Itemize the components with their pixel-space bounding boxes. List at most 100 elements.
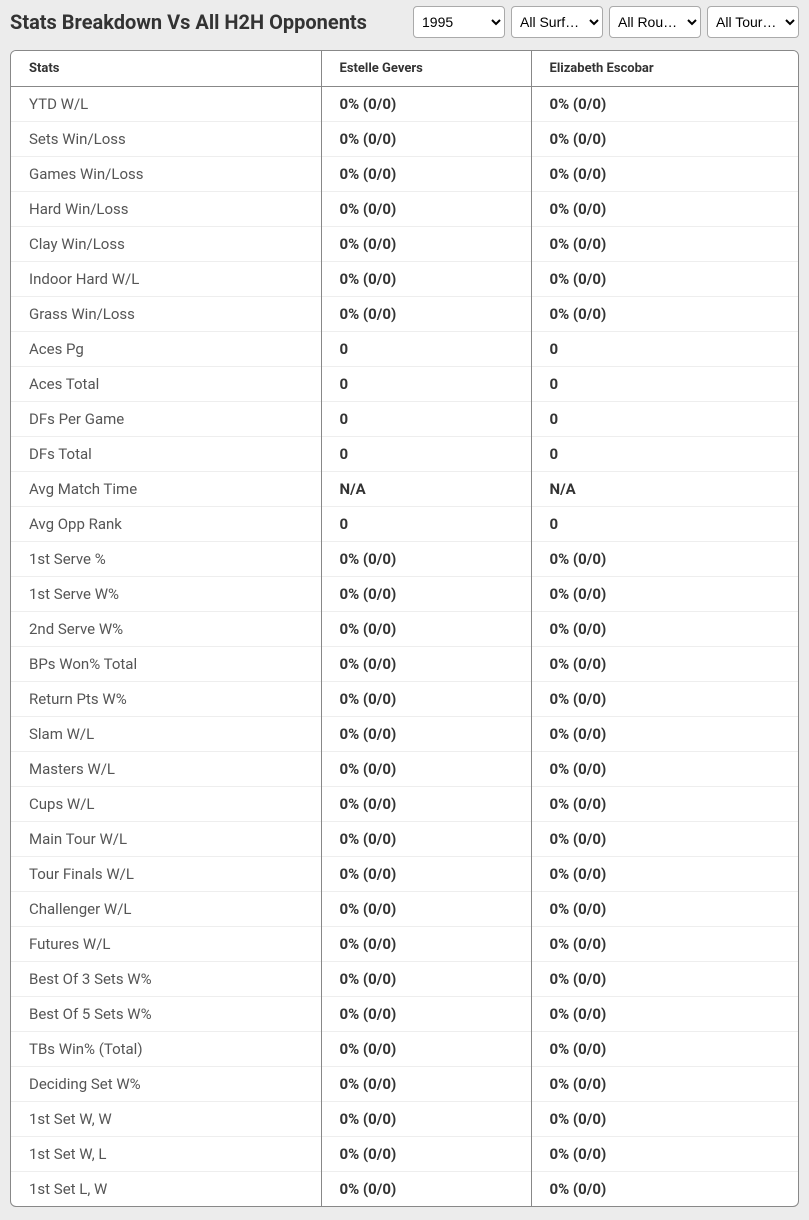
stat-value-player1: 0% (0/0) — [321, 717, 531, 752]
stat-value-player2: 0% (0/0) — [531, 927, 798, 962]
stat-value-player2: 0% (0/0) — [531, 1172, 798, 1207]
stat-label: BPs Won% Total — [11, 647, 321, 682]
stat-value-player2: 0% (0/0) — [531, 1137, 798, 1172]
stat-value-player2: 0% (0/0) — [531, 752, 798, 787]
table-row: Best Of 3 Sets W%0% (0/0)0% (0/0) — [11, 962, 798, 997]
table-row: 1st Set W, W0% (0/0)0% (0/0) — [11, 1102, 798, 1137]
page-title: Stats Breakdown Vs All H2H Opponents — [10, 10, 413, 34]
stat-value-player1: 0% (0/0) — [321, 752, 531, 787]
table-row: Return Pts W%0% (0/0)0% (0/0) — [11, 682, 798, 717]
surface-select[interactable]: All Surf… — [511, 6, 603, 38]
stat-label: Masters W/L — [11, 752, 321, 787]
stat-value-player2: 0% (0/0) — [531, 122, 798, 157]
stat-value-player2: 0% (0/0) — [531, 1032, 798, 1067]
stat-value-player1: 0% (0/0) — [321, 1137, 531, 1172]
stat-value-player2: 0% (0/0) — [531, 682, 798, 717]
stat-label: 1st Set W, L — [11, 1137, 321, 1172]
stat-value-player2: 0% (0/0) — [531, 822, 798, 857]
stat-label: DFs Per Game — [11, 402, 321, 437]
stat-value-player2: 0 — [531, 507, 798, 542]
header-bar: Stats Breakdown Vs All H2H Opponents 199… — [0, 0, 809, 44]
stat-value-player1: 0% (0/0) — [321, 192, 531, 227]
stat-value-player1: 0% (0/0) — [321, 227, 531, 262]
stat-label: Challenger W/L — [11, 892, 321, 927]
stat-label: Avg Match Time — [11, 472, 321, 507]
year-select[interactable]: 1995 — [413, 6, 505, 38]
table-row: Avg Match TimeN/AN/A — [11, 472, 798, 507]
stat-value-player2: 0% (0/0) — [531, 787, 798, 822]
col-header-player2: Elizabeth Escobar — [531, 51, 798, 87]
stat-value-player1: 0% (0/0) — [321, 1067, 531, 1102]
stat-label: Main Tour W/L — [11, 822, 321, 857]
stat-value-player1: 0% (0/0) — [321, 857, 531, 892]
stat-value-player1: 0 — [321, 332, 531, 367]
stat-label: TBs Win% (Total) — [11, 1032, 321, 1067]
table-row: BPs Won% Total0% (0/0)0% (0/0) — [11, 647, 798, 682]
stat-value-player1: 0% (0/0) — [321, 542, 531, 577]
stat-value-player1: 0% (0/0) — [321, 682, 531, 717]
stat-label: YTD W/L — [11, 87, 321, 122]
tour-select[interactable]: All Tour… — [707, 6, 799, 38]
filter-group: 1995 All Surf… All Rou… All Tour… — [413, 6, 799, 38]
stat-value-player1: 0% (0/0) — [321, 577, 531, 612]
stat-value-player2: 0% (0/0) — [531, 997, 798, 1032]
stat-label: 1st Serve W% — [11, 577, 321, 612]
table-row: Games Win/Loss0% (0/0)0% (0/0) — [11, 157, 798, 192]
stat-value-player1: 0% (0/0) — [321, 122, 531, 157]
stat-value-player1: 0 — [321, 507, 531, 542]
stat-label: Deciding Set W% — [11, 1067, 321, 1102]
stat-value-player1: 0% (0/0) — [321, 822, 531, 857]
stat-value-player1: N/A — [321, 472, 531, 507]
stat-value-player1: 0% (0/0) — [321, 157, 531, 192]
stats-table: Stats Estelle Gevers Elizabeth Escobar Y… — [11, 51, 798, 1206]
stat-value-player2: 0% (0/0) — [531, 262, 798, 297]
stat-value-player1: 0% (0/0) — [321, 962, 531, 997]
stat-label: DFs Total — [11, 437, 321, 472]
stat-label: Aces Pg — [11, 332, 321, 367]
stat-value-player2: 0% (0/0) — [531, 962, 798, 997]
table-row: 2nd Serve W%0% (0/0)0% (0/0) — [11, 612, 798, 647]
stat-label: Aces Total — [11, 367, 321, 402]
stat-value-player1: 0% (0/0) — [321, 787, 531, 822]
stat-value-player2: N/A — [531, 472, 798, 507]
table-body: YTD W/L0% (0/0)0% (0/0)Sets Win/Loss0% (… — [11, 87, 798, 1207]
stat-label: 2nd Serve W% — [11, 612, 321, 647]
table-row: Slam W/L0% (0/0)0% (0/0) — [11, 717, 798, 752]
table-row: Sets Win/Loss0% (0/0)0% (0/0) — [11, 122, 798, 157]
table-row: Challenger W/L0% (0/0)0% (0/0) — [11, 892, 798, 927]
stat-value-player2: 0% (0/0) — [531, 892, 798, 927]
stat-label: Indoor Hard W/L — [11, 262, 321, 297]
stat-label: 1st Set L, W — [11, 1172, 321, 1207]
stat-value-player2: 0% (0/0) — [531, 542, 798, 577]
stat-label: Best Of 3 Sets W% — [11, 962, 321, 997]
stat-label: 1st Serve % — [11, 542, 321, 577]
stat-label: Games Win/Loss — [11, 157, 321, 192]
stat-value-player2: 0% (0/0) — [531, 157, 798, 192]
stat-label: Clay Win/Loss — [11, 227, 321, 262]
stat-value-player1: 0 — [321, 402, 531, 437]
table-row: Indoor Hard W/L0% (0/0)0% (0/0) — [11, 262, 798, 297]
stat-value-player1: 0% (0/0) — [321, 647, 531, 682]
stat-value-player2: 0% (0/0) — [531, 612, 798, 647]
table-row: Main Tour W/L0% (0/0)0% (0/0) — [11, 822, 798, 857]
stat-label: Hard Win/Loss — [11, 192, 321, 227]
stat-value-player1: 0% (0/0) — [321, 1172, 531, 1207]
table-row: TBs Win% (Total)0% (0/0)0% (0/0) — [11, 1032, 798, 1067]
table-row: Futures W/L0% (0/0)0% (0/0) — [11, 927, 798, 962]
stat-label: Cups W/L — [11, 787, 321, 822]
table-header-row: Stats Estelle Gevers Elizabeth Escobar — [11, 51, 798, 87]
table-row: Hard Win/Loss0% (0/0)0% (0/0) — [11, 192, 798, 227]
table-row: Masters W/L0% (0/0)0% (0/0) — [11, 752, 798, 787]
stat-label: Return Pts W% — [11, 682, 321, 717]
stat-value-player2: 0% (0/0) — [531, 227, 798, 262]
stat-value-player1: 0% (0/0) — [321, 1102, 531, 1137]
stat-value-player2: 0 — [531, 437, 798, 472]
stat-value-player2: 0% (0/0) — [531, 577, 798, 612]
stat-value-player2: 0% (0/0) — [531, 717, 798, 752]
stat-label: Avg Opp Rank — [11, 507, 321, 542]
stat-value-player2: 0% (0/0) — [531, 857, 798, 892]
stat-value-player2: 0% (0/0) — [531, 1067, 798, 1102]
table-row: Deciding Set W%0% (0/0)0% (0/0) — [11, 1067, 798, 1102]
stat-value-player2: 0 — [531, 332, 798, 367]
round-select[interactable]: All Rou… — [609, 6, 701, 38]
